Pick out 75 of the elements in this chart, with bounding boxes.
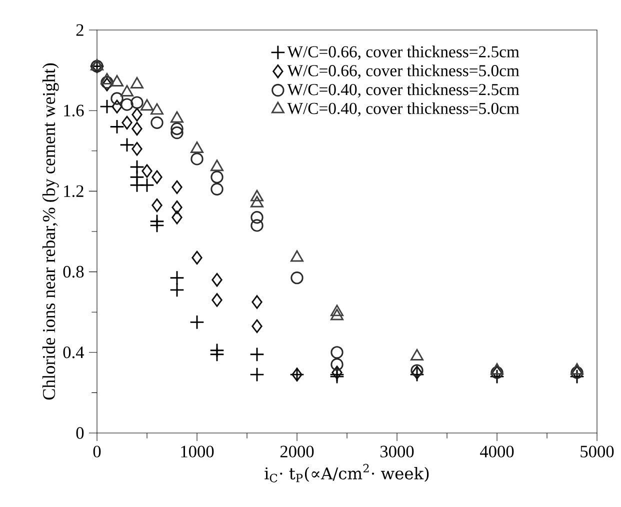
x-tick-label: 4000: [480, 446, 514, 458]
point: [170, 270, 184, 286]
point: [150, 103, 164, 115]
y-tick-label: 0.4: [63, 346, 84, 358]
point: [110, 119, 124, 134]
point: [100, 76, 114, 89]
point: [132, 122, 142, 136]
point: [250, 347, 264, 362]
point: [192, 250, 202, 265]
legend-label: W/C=0.40, cover thickness=5.0cm: [287, 102, 520, 116]
x-tick-label: 0: [93, 446, 101, 458]
x-axis-title: i$_{C}$· t$_{P}$(∝A/cm$^{2}$· week): [264, 464, 429, 482]
point: [212, 293, 222, 307]
x-tick-label: 2000: [280, 446, 314, 458]
y-axis-title: Chloride ions near rebar,% (by cement weight): [42, 63, 59, 400]
point: [290, 272, 304, 284]
y-tick-label: 0: [76, 427, 84, 439]
point: [210, 160, 224, 172]
point: [252, 295, 262, 309]
y-tick-label: 1.2: [64, 185, 84, 198]
point: [122, 116, 132, 130]
point: [172, 180, 182, 194]
point: [490, 363, 504, 375]
point: [170, 282, 184, 298]
point: [172, 200, 182, 214]
point: [250, 367, 264, 382]
legend-label: W/C=0.66, cover thickness=2.5cm: [287, 46, 520, 60]
point: [112, 100, 122, 114]
point: [210, 347, 224, 362]
legend-label: W/C=0.40, cover thickness=2.5cm: [287, 83, 520, 98]
point: [570, 369, 584, 384]
point: [132, 108, 142, 122]
point: [130, 96, 144, 109]
point: [120, 85, 134, 97]
point: [120, 98, 134, 111]
x-tick-label: 3000: [380, 446, 414, 458]
point: [140, 178, 154, 193]
point: [210, 170, 224, 184]
point: [410, 364, 424, 377]
point: [570, 363, 584, 375]
point: [100, 99, 114, 114]
point: [152, 198, 162, 212]
point: [170, 126, 184, 140]
point: [150, 116, 164, 130]
point: [250, 219, 264, 232]
point: [170, 122, 184, 136]
point: [120, 137, 134, 152]
point: [490, 369, 504, 384]
point: [152, 170, 162, 184]
point: [212, 272, 222, 287]
legend-label: W/C=0.66, cover thickness=5.0cm: [287, 64, 520, 79]
point: [250, 211, 264, 224]
y-tick-label: 2: [76, 24, 84, 36]
y-tick-label: 0.8: [63, 266, 84, 278]
point: [190, 314, 204, 330]
point: [142, 164, 152, 178]
point: [330, 304, 344, 316]
x-tick-label: 5000: [580, 446, 614, 458]
point: [332, 366, 342, 380]
point: [110, 92, 124, 105]
y-tick-label: 1.6: [64, 104, 84, 116]
point: [330, 346, 344, 359]
x-tick-label: 1000: [181, 446, 214, 458]
point: [252, 319, 262, 334]
point: [172, 210, 182, 224]
point: [190, 152, 204, 166]
point: [330, 358, 344, 371]
point: [140, 99, 154, 111]
point: [132, 142, 142, 156]
point: [102, 78, 112, 92]
point: [410, 349, 424, 360]
point: [150, 218, 164, 233]
point: [210, 182, 224, 196]
point: [330, 308, 344, 320]
point: [412, 366, 422, 380]
